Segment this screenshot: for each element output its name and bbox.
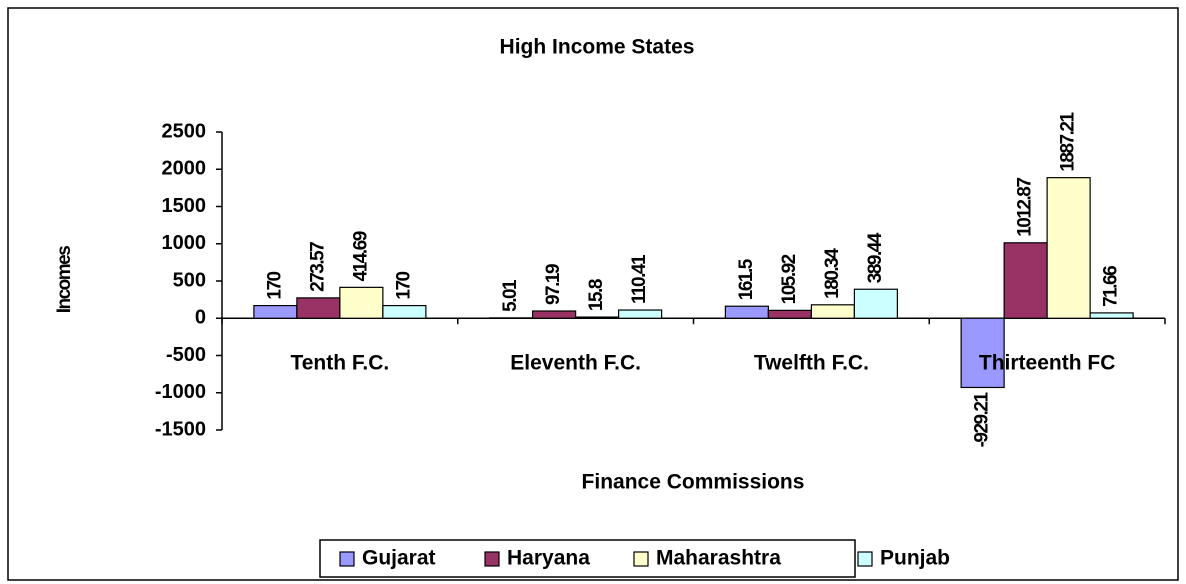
bar [618, 309, 663, 319]
data-label: 1012.87 [1015, 178, 1036, 237]
legend-label: Gujarat [362, 547, 436, 570]
x-tick-label: Twelfth F.C. [754, 352, 869, 375]
bar [1089, 312, 1134, 319]
chart-border [7, 7, 1179, 581]
bar [1003, 242, 1048, 319]
data-label: 414.69 [350, 231, 371, 281]
y-tick-label: 2500 [162, 120, 207, 142]
legend-marker [339, 551, 355, 567]
legend-marker [484, 551, 500, 567]
bar [575, 316, 620, 319]
data-label: 389.44 [865, 232, 886, 283]
bar [810, 304, 855, 319]
data-label: 110.41 [629, 254, 650, 304]
y-tick-label: -1500 [155, 418, 206, 440]
y-axis-title: Incomes [54, 246, 75, 314]
y-tick-label: 1500 [162, 195, 207, 217]
bar [339, 286, 384, 319]
x-tick-label: Eleventh F.C. [510, 352, 641, 375]
x-tick-label: Tenth F.C. [290, 352, 389, 375]
y-tick-label: 2000 [162, 158, 207, 180]
chart-title: High Income States [500, 36, 695, 59]
bar [853, 288, 898, 319]
data-label: 97.19 [543, 264, 564, 305]
x-axis-title: Finance Commissions [582, 471, 805, 494]
data-label: 71.66 [1101, 266, 1122, 307]
legend-marker [633, 551, 649, 567]
legend-box [319, 539, 856, 578]
bar [960, 317, 1005, 389]
bar [296, 297, 341, 319]
y-tick-label: 1000 [162, 232, 207, 254]
bar [1046, 177, 1091, 319]
y-tick-label: -500 [166, 344, 206, 366]
data-label: 1887.21 [1058, 112, 1079, 172]
y-tick-label: -1000 [155, 381, 206, 403]
legend-label: Punjab [880, 547, 950, 570]
x-tick-label: Thirteenth FC [979, 352, 1116, 375]
data-label: 105.92 [779, 254, 800, 304]
y-tick-label: 0 [195, 307, 206, 329]
legend-label: Maharashtra [656, 547, 781, 570]
data-label: -929.21 [972, 392, 993, 448]
data-label: 170 [393, 271, 414, 299]
bar [253, 304, 298, 319]
bar [724, 305, 769, 319]
bar [767, 309, 812, 319]
bar [532, 310, 577, 319]
data-label: 170 [264, 271, 285, 299]
legend-marker [857, 551, 873, 567]
data-label: 15.8 [586, 279, 607, 311]
y-tick-label: 500 [173, 269, 206, 291]
data-label: 5.01 [500, 279, 521, 312]
data-label: 180.34 [822, 248, 843, 299]
data-label: 273.57 [307, 242, 328, 292]
legend-label: Haryana [507, 547, 590, 570]
bar [382, 304, 427, 319]
data-label: 161.5 [736, 258, 757, 300]
